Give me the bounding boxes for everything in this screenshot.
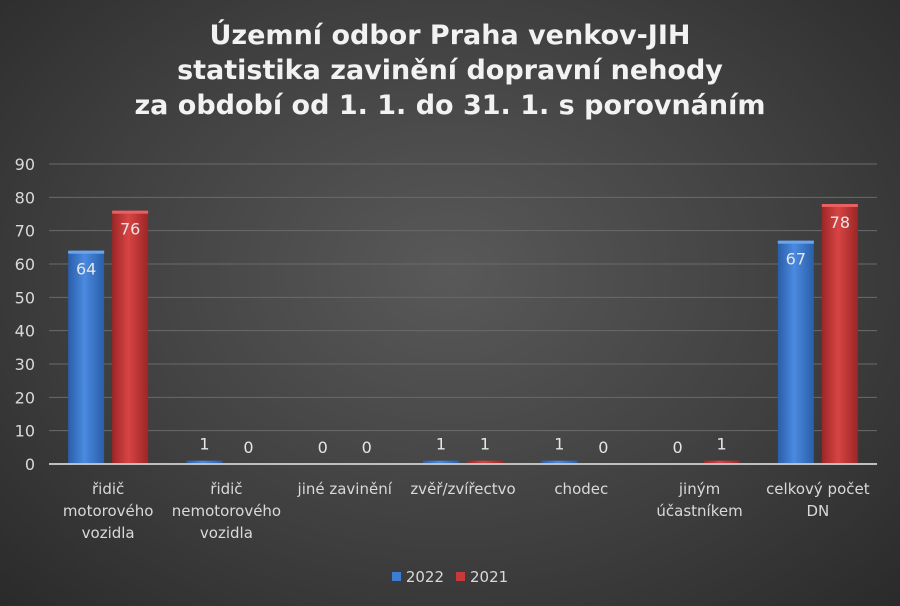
- bar-cap: [112, 210, 149, 214]
- bar-2022: [68, 250, 105, 464]
- data-label: 0: [243, 438, 253, 457]
- data-label: 0: [318, 438, 328, 457]
- legend-item-2022: 2022: [391, 567, 444, 586]
- data-label: 1: [554, 435, 564, 454]
- legend-label: 2022: [405, 567, 444, 586]
- data-label: 1: [716, 435, 726, 454]
- data-label: 78: [830, 213, 850, 232]
- bar-2022: [423, 460, 459, 464]
- bar-2022: [541, 460, 578, 464]
- title-line-1: Územní odbor Praha venkov-JIH: [209, 20, 691, 51]
- legend: 2022 2021: [0, 567, 900, 586]
- bar-2022: [186, 460, 223, 464]
- data-label: 0: [598, 438, 608, 457]
- title-line-3: za období od 1. 1. do 31. 1. s porovnání…: [134, 90, 766, 121]
- legend-label: 2021: [470, 567, 509, 586]
- bar-cap: [68, 250, 105, 254]
- x-tick-label: nemotorového: [172, 502, 281, 520]
- data-label: 64: [76, 260, 96, 279]
- y-tick-label: 50: [15, 288, 35, 307]
- x-tick-label: jiné zavinění: [297, 480, 393, 498]
- y-tick-label: 10: [15, 422, 35, 441]
- x-tick-label: vozidla: [82, 524, 135, 542]
- y-tick-label: 90: [15, 155, 35, 174]
- x-tick-label: zvěř/zvířectvo: [410, 480, 515, 498]
- legend-item-2021: 2021: [456, 568, 508, 586]
- chart-title: Územní odbor Praha venkov-JIH statistika…: [0, 18, 900, 123]
- x-tick-label: chodec: [554, 480, 608, 498]
- data-label: 0: [672, 438, 682, 457]
- x-tick-label: DN: [806, 502, 829, 520]
- x-tick-label: celkový počet: [766, 480, 870, 498]
- y-tick-label: 0: [25, 455, 35, 474]
- bar-2021: [703, 460, 740, 464]
- y-tick-label: 20: [15, 388, 35, 407]
- x-tick-label: jiným: [678, 480, 720, 498]
- data-label: 76: [120, 220, 140, 239]
- y-tick-label: 70: [15, 222, 35, 241]
- x-tick-label: účastníkem: [656, 502, 742, 520]
- bar-2021: [821, 204, 858, 464]
- x-tick-label: řidič: [92, 480, 124, 498]
- bar-2021: [467, 460, 503, 464]
- x-tick-label: motorového: [63, 502, 154, 520]
- y-tick-label: 60: [15, 255, 35, 274]
- title-line-2: statistika zavinění dopravní nehody: [177, 55, 723, 86]
- bar-cap: [821, 204, 858, 207]
- legend-swatch: [456, 572, 465, 581]
- x-tick-label: vozidla: [200, 524, 253, 542]
- data-label: 0: [362, 438, 372, 457]
- data-label: 1: [199, 435, 209, 454]
- data-label: 1: [436, 435, 446, 454]
- data-label: 67: [786, 250, 806, 269]
- bar-2021: [112, 210, 149, 464]
- y-tick-label: 40: [15, 322, 35, 341]
- y-tick-label: 80: [15, 188, 35, 207]
- y-tick-label: 30: [15, 355, 35, 374]
- legend-swatch: [391, 572, 401, 581]
- x-tick-label: řidič: [210, 480, 242, 498]
- data-label: 1: [480, 435, 490, 454]
- bar-cap: [777, 240, 814, 244]
- bar-2022: [777, 240, 814, 464]
